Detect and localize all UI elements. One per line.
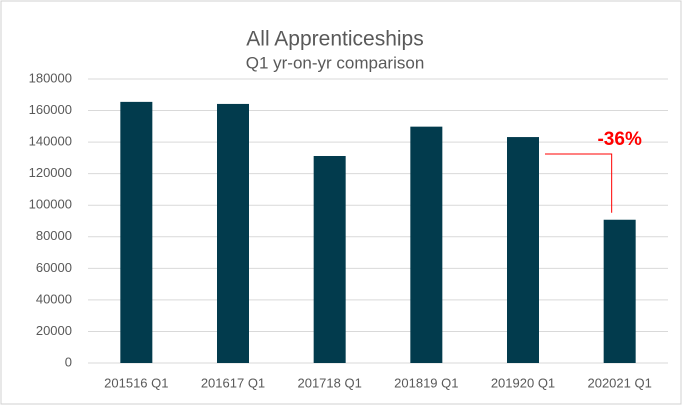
x-tick-label: 201920 Q1 bbox=[491, 375, 555, 390]
y-tick-label: 80000 bbox=[36, 228, 72, 243]
bar bbox=[507, 137, 539, 363]
y-tick-label: 100000 bbox=[29, 197, 72, 212]
y-tick-label: 60000 bbox=[36, 260, 72, 275]
y-tick-label: 140000 bbox=[29, 134, 72, 149]
x-tick-label: 201819 Q1 bbox=[394, 375, 458, 390]
y-tick-label: 20000 bbox=[36, 323, 72, 338]
x-tick-label: 201617 Q1 bbox=[201, 375, 265, 390]
y-tick-label: 40000 bbox=[36, 291, 72, 306]
x-tick-label: 201718 Q1 bbox=[297, 375, 361, 390]
x-tick-label: 201516 Q1 bbox=[104, 375, 168, 390]
chart-title: All Apprenticeships bbox=[246, 28, 423, 51]
x-tick-label: 202021 Q1 bbox=[587, 375, 651, 390]
annotation-connector bbox=[545, 153, 613, 213]
bar bbox=[217, 103, 249, 363]
bar bbox=[313, 155, 346, 363]
bar bbox=[120, 101, 153, 363]
chart-subtitle: Q1 yr-on-yr comparison bbox=[246, 53, 425, 72]
bar bbox=[603, 219, 636, 363]
y-tick-label: 180000 bbox=[29, 70, 72, 85]
annotation: -36% bbox=[597, 129, 641, 150]
bar bbox=[410, 126, 443, 363]
y-tick-label: 0 bbox=[65, 354, 72, 369]
y-tick-label: 120000 bbox=[29, 165, 72, 180]
y-tick-label: 160000 bbox=[29, 102, 72, 117]
